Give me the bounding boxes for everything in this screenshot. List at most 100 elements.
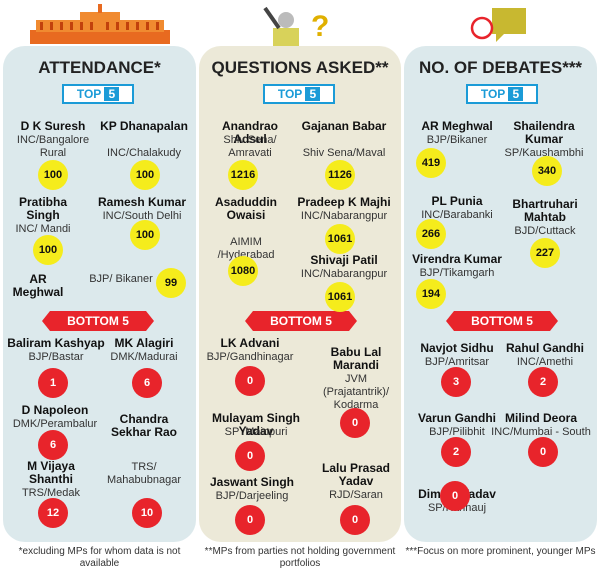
top-mp-name: Pradeep K Majhi [297, 195, 391, 209]
person-question-icon: ? [263, 6, 329, 46]
svg-text:?: ? [311, 10, 329, 43]
bottom-mp-name: Milind Deora [504, 411, 577, 425]
bottom-mp-name: LK Advani [220, 336, 280, 350]
bottom-label-text: BOTTOM [471, 314, 527, 328]
bottom-label-number: 5 [526, 314, 533, 328]
top-mp-party: INC/South Delhi [102, 210, 182, 222]
top-mp-party: BJD/Cuttack [514, 225, 576, 237]
top-value-badge: 1061 [325, 282, 355, 312]
bottom-mp-party: SP /Mainpuri [224, 426, 288, 438]
top-mp-name: KP Dhanapalan [100, 119, 188, 133]
bottom-mp-name: Lalu Prasad Yadav [321, 461, 391, 488]
top-mp-party: BJP/ Bikaner [89, 273, 153, 285]
top-mp-name: AR Meghwal [12, 272, 64, 299]
bottom-mp-party: BJP/Gandhinagar [206, 351, 294, 363]
questions-panel [199, 46, 401, 542]
bottom-value-badge: 0 [235, 366, 265, 396]
top-mp-party: BJP/Bikaner [426, 134, 488, 146]
top-mp-party: INC/Chalakudy [107, 147, 181, 159]
bottom-label-number: 5 [122, 314, 129, 328]
bottom-mp-party: RJD/Saran [329, 489, 383, 501]
bottom-5-label: BOTTOM 5 [446, 311, 558, 331]
bottom-value-badge: 12 [38, 498, 68, 528]
top-label-text: TOP [480, 87, 509, 101]
bottom-label-text: BOTTOM [270, 314, 326, 328]
top-value-badge: 100 [38, 160, 68, 190]
bottom-value-badge: 1 [38, 368, 68, 398]
top-5-label: TOP 5 [466, 84, 538, 104]
top-mp-party: INC/ Mandi [15, 223, 71, 235]
speech-bubbles-icon [470, 8, 526, 42]
top-value-badge: 99 [156, 268, 186, 298]
bottom-mp-name: Varun Gandhi [417, 411, 496, 425]
footnote: *excluding MPs for whom data is not avai… [18, 546, 181, 569]
top-mp-name: Ramesh Kumar [97, 195, 187, 209]
column-title: ATTENDANCE* [38, 58, 161, 77]
top-mp-name: Asaduddin Owaisi [215, 195, 277, 222]
top-value-badge: 227 [530, 238, 560, 268]
bottom-mp-party: BJP/Amritsar [424, 356, 490, 368]
top-mp-party: Shiv Sena/ Amravati [223, 134, 277, 159]
top-mp-party: INC/Nabarangpur [300, 268, 388, 280]
top-mp-party: INC/Bangalore Rural [16, 134, 90, 159]
bottom-mp-name: Babu Lal Marandi [330, 345, 382, 372]
parliament-icon [30, 4, 170, 44]
top-5-label: TOP 5 [62, 84, 134, 104]
bottom-value-badge: 6 [38, 430, 68, 460]
bottom-label-number: 5 [325, 314, 332, 328]
bottom-mp-name: Jaswant Singh [209, 475, 295, 489]
bottom-value-badge: 0 [235, 441, 265, 471]
bottom-mp-party: JVM (Prajatantrik)/ Kodarma [322, 373, 390, 411]
top-mp-party: SP/Kaushambhi [504, 147, 584, 159]
top-mp-name: Anandrao Adsul [221, 119, 278, 146]
bottom-value-badge: 3 [441, 367, 471, 397]
top-mp-party: BJP/Tikamgarh [419, 267, 495, 279]
top-mp-party: Shiv Sena/Maval [302, 147, 386, 159]
bottom-value-badge: 0 [340, 505, 370, 535]
top-value-badge: 100 [130, 160, 160, 190]
top-value-badge: 100 [130, 220, 160, 250]
top-value-badge: 1080 [228, 256, 258, 286]
top-value-badge: 266 [416, 219, 446, 249]
top-mp-name: Pratibha Singh [18, 195, 67, 222]
bottom-5-label: BOTTOM 5 [245, 311, 357, 331]
top-mp-name: Virendra Kumar [412, 252, 502, 266]
bottom-mp-name: Rahul Gandhi [506, 341, 584, 355]
bottom-mp-party: TRS/Medak [21, 487, 81, 499]
bottom-label-text: BOTTOM [67, 314, 123, 328]
bottom-mp-name: Chandra Sekhar Rao [110, 412, 178, 439]
top-label-number: 5 [305, 87, 321, 101]
bottom-mp-name: Baliram Kashyap [7, 336, 105, 350]
top-mp-name: Shailendra Kumar [513, 119, 575, 146]
top-value-badge: 100 [33, 235, 63, 265]
bottom-mp-name: D Napoleon [21, 403, 89, 417]
bottom-value-badge: 2 [441, 437, 471, 467]
bottom-value-badge: 0 [440, 481, 470, 511]
top-value-badge: 1061 [325, 224, 355, 254]
bottom-5-label: BOTTOM 5 [42, 311, 154, 331]
top-mp-name: D K Suresh [20, 119, 86, 133]
bottom-mp-party: BJP/Bastar [28, 351, 84, 363]
bottom-value-badge: 2 [528, 367, 558, 397]
bottom-mp-name: Mulayam Singh Yadav [211, 411, 300, 438]
footnote: **MPs from parties not holding governmen… [204, 546, 396, 569]
top-5-label: TOP 5 [263, 84, 335, 104]
bottom-value-badge: 6 [132, 368, 162, 398]
bottom-value-badge: 0 [528, 437, 558, 467]
top-mp-party: INC/Nabarangpur [300, 210, 388, 222]
top-value-badge: 194 [416, 279, 446, 309]
bottom-mp-party: BJP/Darjeeling [215, 490, 289, 502]
top-value-badge: 1216 [228, 160, 258, 190]
column-title: QUESTIONS ASKED** [211, 58, 389, 77]
top-label-number: 5 [104, 87, 120, 101]
top-mp-party: AIMIM /Hyderabad [217, 236, 275, 261]
bottom-mp-name: M Vijaya Shanthi [27, 459, 75, 486]
top-label-text: TOP [76, 87, 105, 101]
bottom-mp-party: INC/Mumbai - South [491, 426, 591, 438]
bottom-value-badge: 0 [340, 408, 370, 438]
top-mp-name: AR Meghwal [421, 119, 493, 133]
top-mp-party: INC/Barabanki [421, 209, 493, 221]
bottom-mp-party: INC/Amethi [516, 356, 574, 368]
top-value-badge: 340 [532, 156, 562, 186]
bottom-mp-party: DMK/Perambalur [12, 418, 98, 430]
